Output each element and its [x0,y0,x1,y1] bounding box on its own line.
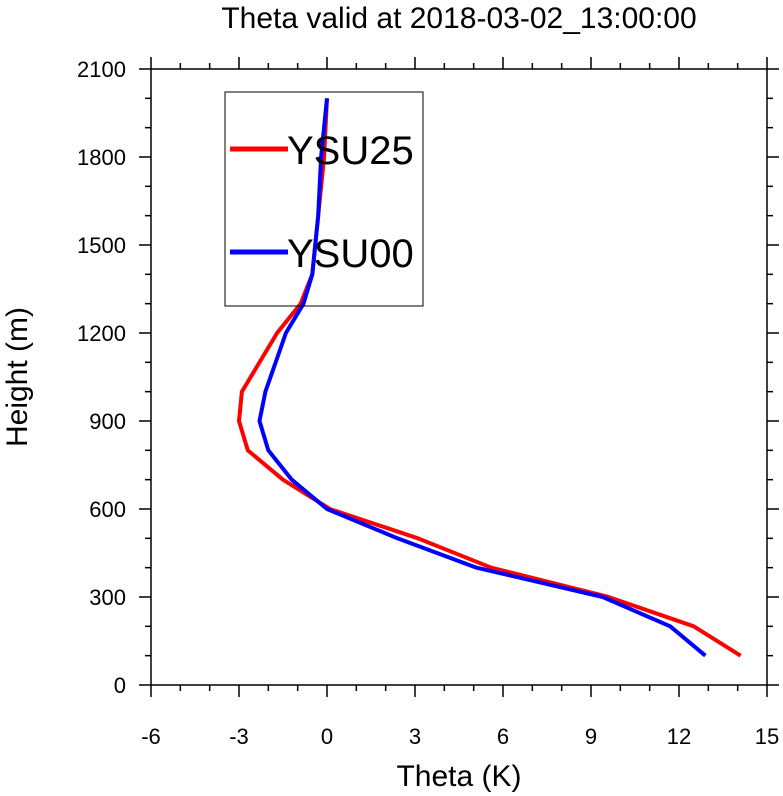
y-tick-label: 1800 [77,145,126,170]
y-tick-label: 600 [89,497,126,522]
x-tick-label: 15 [755,724,779,749]
x-tick-label: -6 [141,724,161,749]
legend-label-ysu25: YSU25 [287,129,414,173]
legend-box [224,91,424,307]
y-axis-title: Height (m) [1,307,34,447]
y-tick-label: 1500 [77,233,126,258]
plot-frame [150,68,768,686]
y-tick-label: 1200 [77,321,126,346]
y-tick-label: 900 [89,409,126,434]
x-tick-label: 0 [321,724,333,749]
x-tick-label: 9 [585,724,597,749]
x-tick-label: 12 [667,724,691,749]
y-tick-label: 300 [89,585,126,610]
legend-label-ysu00: YSU00 [287,232,414,276]
series-line-ysu00 [257,98,707,658]
x-tick-label: -3 [229,724,249,749]
y-tick-label: 0 [114,673,126,698]
y-tick-label: 2100 [77,57,126,82]
x-axis-title: Theta (K) [396,760,521,793]
x-tick-label: 3 [409,724,421,749]
x-tick-label: 6 [497,724,509,749]
chart-title: Theta valid at 2018-03-02_13:00:00 [221,2,696,35]
